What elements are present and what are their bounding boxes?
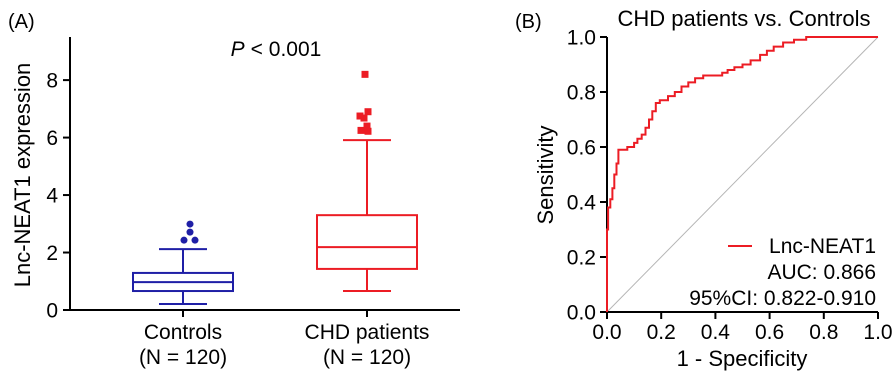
chart-title: CHD patients vs. Controls xyxy=(617,6,870,31)
x-tick-label: 0.2 xyxy=(647,321,676,344)
legend: Lnc-NEAT1 AUC: 0.866 95%CI: 0.822-0.910 xyxy=(689,235,876,310)
outlier-point xyxy=(186,220,194,228)
p-value-annotation: P < 0.001 xyxy=(231,38,322,61)
legend-auc-text: AUC: 0.866 xyxy=(767,261,876,284)
x-tick-label: 0.8 xyxy=(809,321,838,344)
y-tick-label: 4 xyxy=(46,185,58,208)
y-tick-label: 0.6 xyxy=(567,137,596,160)
x-category-n-label: (N = 120) xyxy=(323,346,411,369)
panel-b-roc-curve: (B) CHD patients vs. Controls 0.0 0.2 0.4 0.6… xyxy=(515,6,893,371)
x-tick-label: 0.4 xyxy=(701,321,731,344)
outlier-point xyxy=(364,108,372,116)
y-tick-label: 2 xyxy=(46,242,58,265)
outlier-point xyxy=(191,236,199,244)
roc-curve-line xyxy=(606,36,878,312)
x-tick-label: 0.6 xyxy=(755,321,784,344)
outlier-point xyxy=(364,127,372,135)
box-controls xyxy=(132,220,234,305)
y-tick-label: 0.4 xyxy=(567,192,597,215)
y-axis-title: Sensitivity xyxy=(533,125,558,224)
reference-diagonal-line xyxy=(606,36,879,313)
panel-a-boxplot: (A) P < 0.001 Lnc-NEAT1 expression 0 2 4 6 8 Cont… xyxy=(8,11,460,369)
x-tick-label: 1.0 xyxy=(863,321,892,344)
iqr-box xyxy=(316,214,418,270)
outlier-point xyxy=(363,122,371,130)
x-category-label: Controls xyxy=(144,321,222,344)
y-tick-label: 0.8 xyxy=(567,82,596,105)
x-category-label: CHD patients xyxy=(305,321,430,344)
x-category-n-label: (N = 120) xyxy=(139,346,227,369)
legend-series-label: Lnc-NEAT1 xyxy=(769,235,876,258)
outlier-point xyxy=(180,236,188,244)
x-tick-label: 0.0 xyxy=(592,321,621,344)
y-tick-label: 0.0 xyxy=(567,302,596,325)
p-symbol: P xyxy=(231,38,245,61)
box-chd-patients xyxy=(316,70,418,293)
legend-ci-text: 95%CI: 0.822-0.910 xyxy=(689,287,876,310)
outlier-point xyxy=(356,112,364,120)
y-tick-label: 0.2 xyxy=(567,247,596,270)
y-tick-label: 6 xyxy=(46,127,58,150)
y-tick-label: 8 xyxy=(46,70,58,93)
outlier-point xyxy=(357,126,365,134)
panel-label-b: (B) xyxy=(515,11,542,33)
outlier-point xyxy=(186,228,194,236)
p-value-text: < 0.001 xyxy=(251,38,322,61)
y-tick-label: 1.0 xyxy=(567,27,596,50)
x-axis-title: 1 - Specificity xyxy=(677,346,808,371)
y-tick-label: 0 xyxy=(46,300,58,323)
y-axis-title: Lnc-NEAT1 expression xyxy=(10,63,35,288)
panel-label-a: (A) xyxy=(8,11,35,33)
outlier-point xyxy=(361,70,369,78)
outlier-point xyxy=(360,114,368,122)
